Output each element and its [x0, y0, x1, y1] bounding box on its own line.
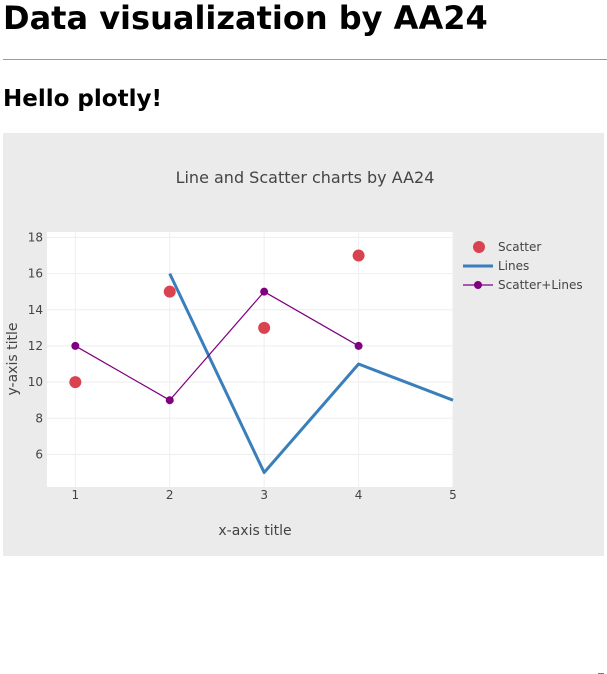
data-point: [69, 376, 82, 389]
legend-label: Scatter: [498, 240, 541, 254]
y-tick-label: 12: [28, 339, 43, 353]
legend-item[interactable]: Scatter+Lines: [463, 278, 583, 292]
y-tick-label: 18: [28, 230, 43, 244]
chart-title: Line and Scatter charts by AA24: [176, 168, 435, 187]
data-point: [260, 287, 269, 296]
legend-label: Scatter+Lines: [498, 278, 583, 292]
x-tick-label: 1: [72, 488, 80, 502]
x-tick-label: 5: [449, 488, 457, 502]
y-axis-title: y-axis title: [5, 323, 21, 396]
horizontal-rule: [3, 59, 607, 60]
data-point: [352, 249, 365, 262]
x-tick-label: 3: [260, 488, 268, 502]
x-axis-title: x-axis title: [218, 523, 291, 539]
legend-item[interactable]: Lines: [463, 259, 529, 273]
legend-swatch: [473, 241, 485, 253]
data-point: [354, 341, 363, 350]
series-layer: [69, 249, 454, 475]
plot-area: [47, 232, 453, 487]
data-point: [258, 321, 271, 334]
legend[interactable]: Scatter Lines Scatter+Lines: [463, 240, 583, 292]
y-tick-label: 14: [28, 303, 43, 317]
series-line: [75, 291, 359, 401]
legend-item[interactable]: Scatter: [473, 240, 541, 254]
y-tick-label: 16: [28, 267, 43, 281]
x-tick-label: 2: [166, 488, 174, 502]
line-scatter-chart: Line and Scatter charts by AA24 1 2 3 4 5681…: [5, 168, 583, 539]
legend-swatch-marker: [474, 281, 482, 289]
data-point: [163, 285, 176, 298]
series-line: [168, 272, 454, 475]
data-point: [71, 341, 80, 350]
legend-label: Lines: [498, 259, 529, 273]
page-heading: Data visualization by AA24: [3, 0, 488, 37]
y-tick-label: 6: [35, 447, 43, 461]
y-tick-label: 8: [35, 411, 43, 425]
grid-lines: [47, 232, 454, 487]
y-tick-label: 10: [28, 375, 43, 389]
x-tick-label: 4: [355, 488, 363, 502]
page-subheading: Hello plotly!: [3, 86, 162, 112]
data-point: [165, 396, 174, 405]
